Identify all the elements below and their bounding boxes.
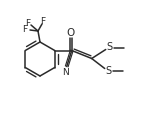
- Text: S: S: [107, 42, 113, 53]
- Text: S: S: [106, 66, 112, 75]
- Text: O: O: [67, 27, 75, 38]
- Text: N: N: [62, 68, 69, 77]
- Text: F: F: [22, 26, 28, 35]
- Text: F: F: [40, 16, 46, 26]
- Text: F: F: [25, 18, 31, 27]
